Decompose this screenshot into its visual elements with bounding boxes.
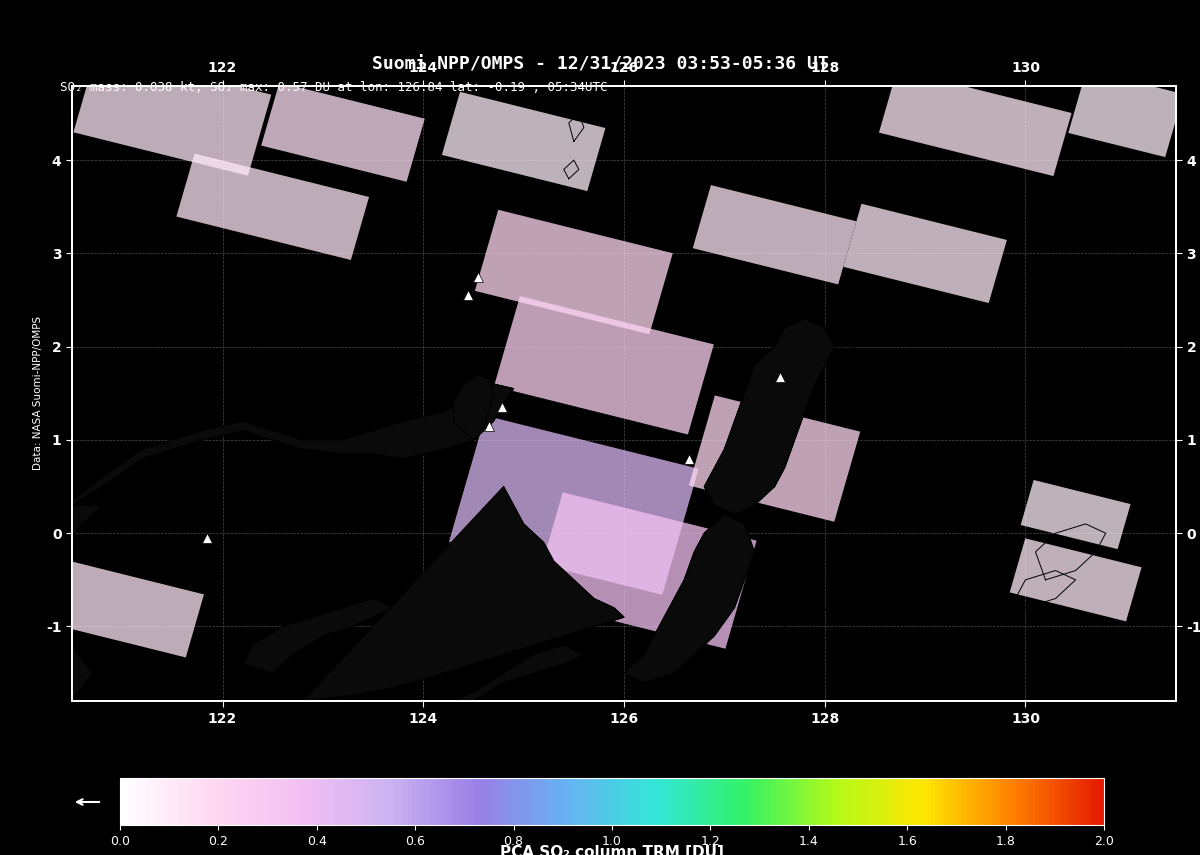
Polygon shape — [442, 91, 606, 192]
Polygon shape — [475, 209, 673, 334]
X-axis label: PCA SO₂ column TRM [DU]: PCA SO₂ column TRM [DU] — [500, 845, 724, 855]
Polygon shape — [1009, 539, 1141, 622]
Polygon shape — [454, 374, 493, 440]
Text: SO₂ mass: 0.038 kt; SO₂ max: 0.57 DU at lon: 126.84 lat: -0.19 ; 05:34UTC: SO₂ mass: 0.038 kt; SO₂ max: 0.57 DU at … — [60, 81, 607, 94]
Polygon shape — [302, 486, 624, 701]
Text: Suomi NPP/OMPS - 12/31/2023 03:53-05:36 UT: Suomi NPP/OMPS - 12/31/2023 03:53-05:36 … — [372, 56, 828, 74]
Polygon shape — [449, 416, 698, 595]
Polygon shape — [704, 319, 835, 515]
Polygon shape — [844, 203, 1007, 303]
Polygon shape — [242, 598, 394, 673]
Polygon shape — [878, 69, 1072, 176]
Polygon shape — [42, 505, 102, 701]
Polygon shape — [41, 558, 204, 657]
Polygon shape — [1068, 70, 1183, 157]
Polygon shape — [689, 396, 860, 522]
Polygon shape — [262, 82, 425, 182]
Polygon shape — [1021, 480, 1130, 549]
Polygon shape — [532, 492, 757, 649]
Polygon shape — [72, 384, 514, 505]
Polygon shape — [692, 185, 857, 285]
Polygon shape — [454, 646, 584, 701]
Polygon shape — [176, 154, 370, 260]
Polygon shape — [494, 296, 714, 434]
Y-axis label: Data: NASA Suomi-NPP/OMPS: Data: NASA Suomi-NPP/OMPS — [34, 316, 43, 470]
Polygon shape — [624, 515, 755, 682]
Polygon shape — [73, 51, 271, 176]
